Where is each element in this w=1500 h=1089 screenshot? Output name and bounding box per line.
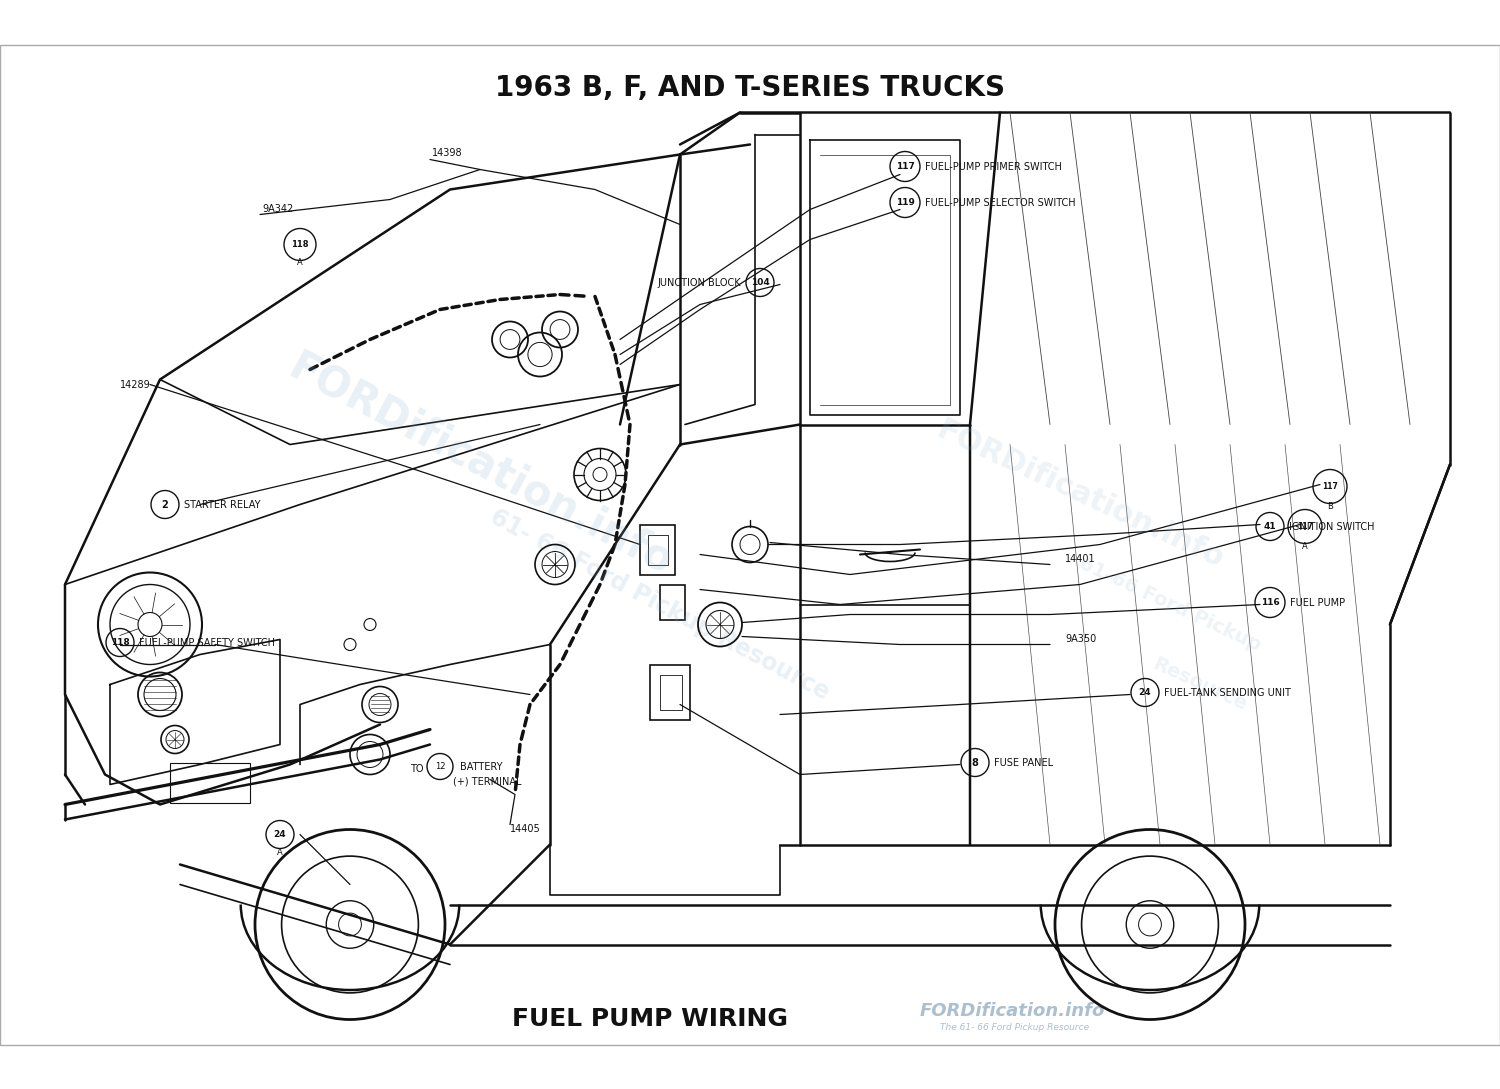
Text: (+) TERMINAL: (+) TERMINAL (453, 776, 522, 786)
Bar (648, 535, 668, 564)
Text: 24: 24 (273, 830, 286, 839)
Text: FORDification.info: FORDification.info (932, 415, 1228, 574)
Text: 14405: 14405 (510, 824, 540, 834)
Text: B: B (1328, 502, 1334, 511)
Bar (640, 525, 675, 575)
Text: A: A (1302, 542, 1308, 551)
Text: A: A (297, 258, 303, 267)
Text: FUEL-PUMP SELECTOR SWITCH: FUEL-PUMP SELECTOR SWITCH (926, 197, 1076, 208)
Text: 9A350: 9A350 (1065, 634, 1096, 644)
Text: FUEL PUMP WIRING: FUEL PUMP WIRING (512, 1007, 788, 1031)
Bar (660, 585, 686, 620)
Text: 12: 12 (435, 762, 445, 771)
Text: JUNCTION BLOCK: JUNCTION BLOCK (657, 278, 741, 287)
Text: 118: 118 (111, 638, 129, 647)
Text: FUEL PUMP: FUEL PUMP (1290, 598, 1346, 608)
Bar (170, 762, 250, 803)
Text: 2: 2 (162, 500, 168, 510)
Text: FORDification.info: FORDification.info (920, 1002, 1106, 1019)
Text: 118: 118 (291, 240, 309, 249)
Text: 117: 117 (896, 162, 915, 171)
Text: FORDification.info: FORDification.info (280, 345, 680, 584)
Text: 119: 119 (896, 198, 915, 207)
Text: IGNITION SWITCH: IGNITION SWITCH (1288, 522, 1374, 531)
Text: 1963 B, F, AND T-SERIES TRUCKS: 1963 B, F, AND T-SERIES TRUCKS (495, 74, 1005, 102)
Text: FUEL-PUMP PRIMER SWITCH: FUEL-PUMP PRIMER SWITCH (926, 161, 1062, 171)
Text: 9A342: 9A342 (262, 204, 294, 213)
Text: TO: TO (410, 764, 423, 774)
Text: 116: 116 (1260, 598, 1280, 607)
Text: 41: 41 (1263, 522, 1276, 531)
Text: Resource: Resource (1150, 654, 1250, 714)
Text: FUSE PANEL: FUSE PANEL (994, 758, 1053, 768)
Text: The 61- 66 Ford Pickup Resource: The 61- 66 Ford Pickup Resource (940, 1023, 1089, 1032)
Text: 117: 117 (1298, 522, 1312, 531)
Text: 61- 66 Ford Pickup Resource: 61- 66 Ford Pickup Resource (486, 504, 834, 705)
Text: A: A (278, 848, 284, 857)
Text: 14401: 14401 (1065, 553, 1095, 563)
Bar (660, 674, 682, 710)
Text: FUEL-PUMP SAFETY SWITCH: FUEL-PUMP SAFETY SWITCH (140, 637, 274, 648)
Text: STARTER RELAY: STARTER RELAY (184, 500, 261, 510)
Bar (650, 664, 690, 720)
Text: 117: 117 (1322, 482, 1338, 491)
Text: 104: 104 (750, 278, 770, 287)
Text: 14289: 14289 (120, 379, 150, 390)
Text: 61-66 Ford Pickup: 61-66 Ford Pickup (1076, 554, 1264, 656)
Text: BATTERY: BATTERY (460, 761, 503, 771)
Text: FUEL-TANK SENDING UNIT: FUEL-TANK SENDING UNIT (1164, 687, 1292, 697)
Text: 24: 24 (1138, 688, 1152, 697)
Text: 8: 8 (972, 758, 978, 768)
Text: 14398: 14398 (432, 148, 462, 159)
